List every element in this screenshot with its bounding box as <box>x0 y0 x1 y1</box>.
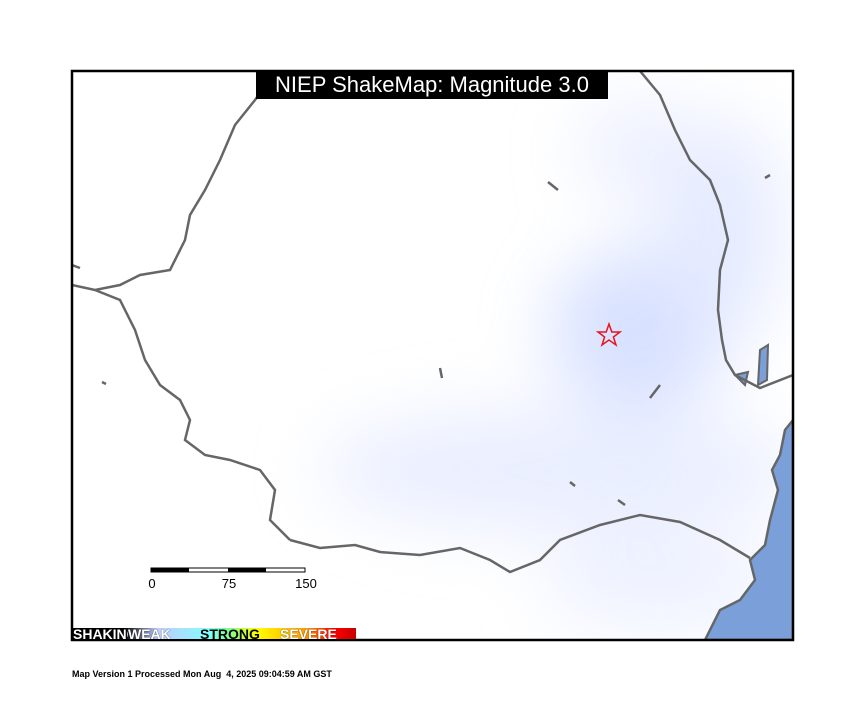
scale-bar <box>150 567 306 573</box>
legend-severe: SEVERE <box>280 628 337 639</box>
country-borders <box>72 71 793 574</box>
scale-label-0: 0 <box>148 576 156 591</box>
legend-weak: WEAK <box>128 628 171 639</box>
processing-footer: Map Version 1 Processed Mon Aug 4, 2025 … <box>72 669 332 679</box>
scale-label-75: 75 <box>221 576 237 591</box>
map-title: NIEP ShakeMap: Magnitude 3.0 <box>256 71 608 99</box>
legend-shaking: SHAKING <box>73 628 128 639</box>
black-sea <box>703 417 793 640</box>
legend-strong: STRONG <box>200 628 260 639</box>
intensity-legend: SHAKING WEAK STRONG SEVERE <box>73 628 356 639</box>
epicenter-star-icon <box>595 321 623 347</box>
scale-label-150: 150 <box>295 576 317 591</box>
shaking-intensity-field <box>320 100 793 630</box>
danube-delta <box>733 343 770 387</box>
